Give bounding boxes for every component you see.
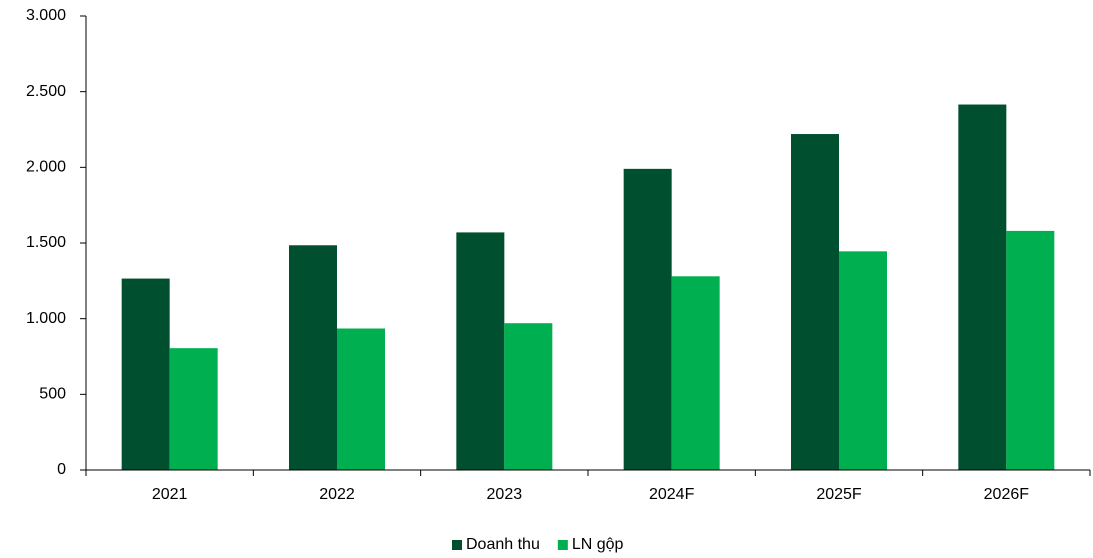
bar bbox=[169, 348, 218, 470]
y-tick-label: 3.000 bbox=[26, 7, 66, 24]
y-tick-label: 500 bbox=[39, 386, 66, 403]
legend-label: Doanh thu bbox=[466, 536, 540, 553]
y-tick-label: 1.000 bbox=[26, 310, 66, 327]
bar bbox=[791, 134, 839, 471]
bar bbox=[289, 245, 337, 470]
y-tick-label: 2.500 bbox=[26, 83, 66, 100]
x-tick-label: 2026F bbox=[984, 486, 1030, 503]
bar bbox=[504, 323, 553, 470]
y-tick-label: 1.500 bbox=[26, 234, 66, 251]
x-tick-label: 2024F bbox=[649, 486, 695, 503]
bar bbox=[623, 168, 672, 470]
y-tick-label: 2.000 bbox=[26, 159, 66, 176]
legend-swatch bbox=[452, 540, 462, 550]
bar bbox=[456, 232, 505, 470]
bar bbox=[121, 278, 170, 470]
bar bbox=[337, 328, 385, 470]
x-tick-label: 2023 bbox=[487, 486, 523, 503]
x-tick-label: 2025F bbox=[816, 486, 862, 503]
x-tick-label: 2021 bbox=[152, 486, 188, 503]
legend-label: LN gộp bbox=[572, 536, 624, 553]
bar bbox=[671, 276, 720, 470]
y-tick-label: 0 bbox=[57, 461, 66, 478]
bar bbox=[1006, 230, 1055, 470]
bar bbox=[839, 251, 887, 470]
bar bbox=[958, 104, 1007, 470]
legend-swatch bbox=[557, 540, 568, 550]
x-tick-label: 2022 bbox=[319, 486, 355, 503]
